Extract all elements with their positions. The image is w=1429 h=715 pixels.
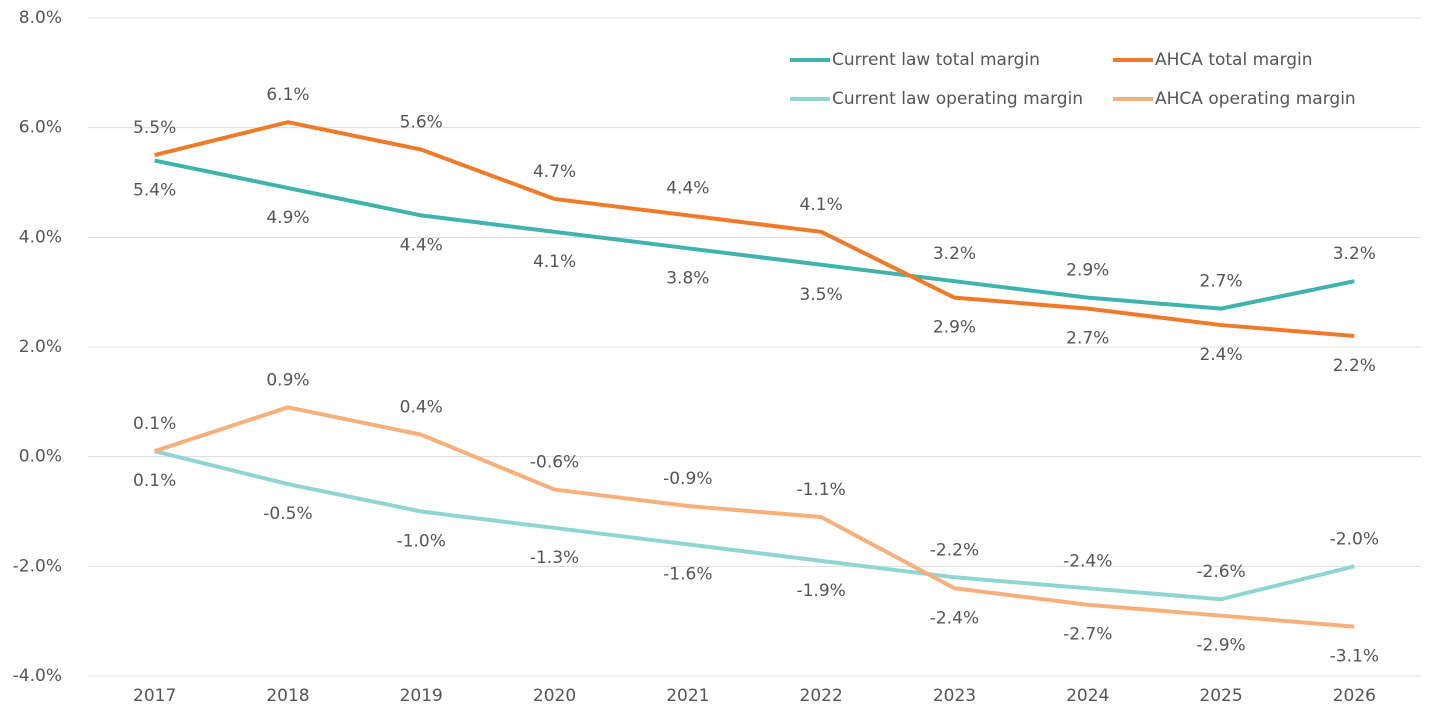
data-label: 2.7%: [1199, 272, 1242, 292]
data-label: -0.5%: [263, 504, 312, 524]
data-label: 4.9%: [266, 208, 309, 228]
x-tick-label: 2018: [266, 686, 309, 706]
x-tick-label: 2022: [800, 686, 843, 706]
data-label: -1.3%: [530, 548, 579, 568]
data-label: 4.4%: [400, 235, 443, 255]
y-tick-label: -4.0%: [13, 666, 62, 686]
data-label: 0.9%: [266, 370, 309, 390]
y-tick-label: 8.0%: [19, 8, 62, 28]
data-label: 5.5%: [133, 118, 176, 138]
data-label: -2.0%: [1330, 529, 1379, 549]
data-label: 4.4%: [666, 178, 709, 198]
data-label: 2.2%: [1333, 356, 1376, 376]
data-label: 2.7%: [1066, 329, 1109, 349]
data-label: -2.4%: [1063, 551, 1112, 571]
data-label: 3.2%: [933, 244, 976, 264]
data-label: -1.0%: [397, 532, 446, 552]
data-label: -2.9%: [1196, 636, 1245, 656]
series-line: [154, 158, 1355, 311]
x-tick-label: 2023: [933, 686, 976, 706]
y-tick-label: 6.0%: [19, 118, 62, 138]
data-label: 2.9%: [933, 318, 976, 338]
data-label: 0.1%: [133, 414, 176, 434]
data-label: 3.5%: [800, 285, 843, 305]
data-label: -0.6%: [530, 453, 579, 473]
y-tick-label: -2.0%: [13, 556, 62, 576]
data-label: 4.1%: [533, 252, 576, 272]
data-label: 3.8%: [666, 268, 709, 288]
data-label: -0.9%: [663, 469, 712, 489]
data-label: 6.1%: [266, 85, 309, 105]
data-label: -2.2%: [930, 540, 979, 560]
x-tick-label: 2021: [666, 686, 709, 706]
data-label: 2.4%: [1199, 345, 1242, 365]
data-label: -2.6%: [1196, 562, 1245, 582]
data-label: 0.4%: [400, 398, 443, 418]
legend-label: AHCA total margin: [1155, 50, 1313, 70]
series-line: [154, 405, 1355, 629]
legend-label: AHCA operating margin: [1155, 89, 1356, 109]
data-label: -1.9%: [796, 581, 845, 601]
y-tick-label: 4.0%: [19, 227, 62, 247]
x-tick-label: 2019: [400, 686, 443, 706]
data-label: 4.7%: [533, 162, 576, 182]
data-label: -1.6%: [663, 564, 712, 584]
data-label: -2.7%: [1063, 625, 1112, 645]
legend-label: Current law total margin: [832, 50, 1040, 70]
x-tick-label: 2017: [133, 686, 176, 706]
series-line: [154, 449, 1355, 602]
data-label: -3.1%: [1330, 647, 1379, 667]
data-label: 5.4%: [133, 181, 176, 201]
data-label: 5.6%: [400, 113, 443, 133]
y-tick-label: 0.0%: [19, 447, 62, 467]
x-tick-label: 2025: [1199, 686, 1242, 706]
data-label: 0.1%: [133, 471, 176, 491]
x-tick-label: 2026: [1333, 686, 1376, 706]
data-label: -1.1%: [796, 480, 845, 500]
x-tick-label: 2020: [533, 686, 576, 706]
x-tick-label: 2024: [1066, 686, 1109, 706]
y-tick-label: 2.0%: [19, 337, 62, 357]
legend-label: Current law operating margin: [832, 89, 1083, 109]
series-line: [154, 120, 1355, 339]
data-label: 3.2%: [1333, 244, 1376, 264]
data-label: 2.9%: [1066, 261, 1109, 281]
data-label: -2.4%: [930, 608, 979, 628]
data-label: 4.1%: [800, 195, 843, 215]
